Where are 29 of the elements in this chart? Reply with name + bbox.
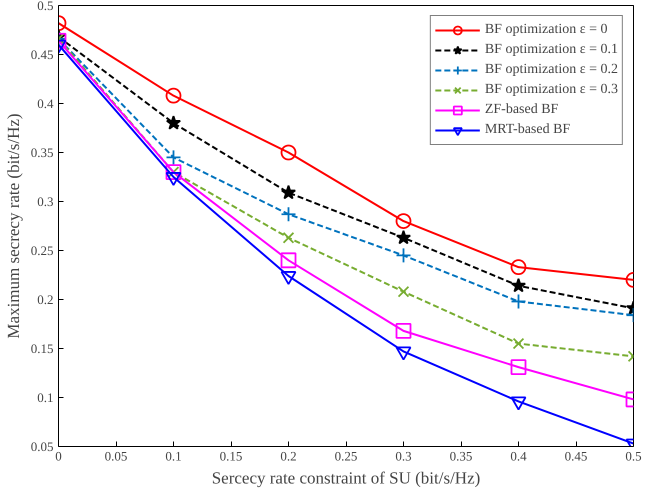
legend-label: BF optimization ε = 0.1 <box>484 42 618 58</box>
y-tick-label: 0.3 <box>37 194 54 209</box>
y-tick-label: 0.5 <box>37 0 54 13</box>
y-tick-label: 0.4 <box>37 96 54 111</box>
legend-label: BF optimization ε = 0.3 <box>484 82 618 98</box>
x-tick-label: 0.3 <box>395 448 412 464</box>
x-tick-label: 0.25 <box>334 448 358 464</box>
y-tick-label: 0.35 <box>30 145 54 160</box>
y-tick-label: 0.05 <box>30 439 54 454</box>
x-axis-title: Sercecy rate constraint of SU (bit/s/Hz) <box>212 468 480 488</box>
legend-label: ZF-based BF <box>484 102 558 118</box>
legend-label: BF optimization ε = 0.2 <box>484 62 618 78</box>
x-tick-label: 0.1 <box>165 448 182 464</box>
x-tick-label: 0.35 <box>450 448 472 464</box>
x-tick-label: 0 <box>55 448 62 464</box>
x-tick-label: 0.2 <box>280 448 297 464</box>
y-tick-label: 0.15 <box>30 341 54 356</box>
x-tick-label: 0.15 <box>220 448 242 464</box>
x-tick-label: 0.45 <box>564 448 588 464</box>
y-tick-label: 0.1 <box>37 390 54 405</box>
legend-label: MRT-based BF <box>484 122 570 138</box>
y-tick-label: 0.45 <box>30 47 54 62</box>
x-tick-label: 0.4 <box>510 448 528 464</box>
y-axis-title: Maximum secrecy rate (bit/s/Hz) <box>4 113 23 339</box>
legend-label: BF optimization ε = 0 <box>484 22 608 38</box>
y-tick-label: 0.2 <box>37 292 54 307</box>
y-tick-label: 0.25 <box>30 243 54 258</box>
x-tick-label: 0.5 <box>625 448 642 464</box>
x-tick-label: 0.05 <box>104 448 128 464</box>
